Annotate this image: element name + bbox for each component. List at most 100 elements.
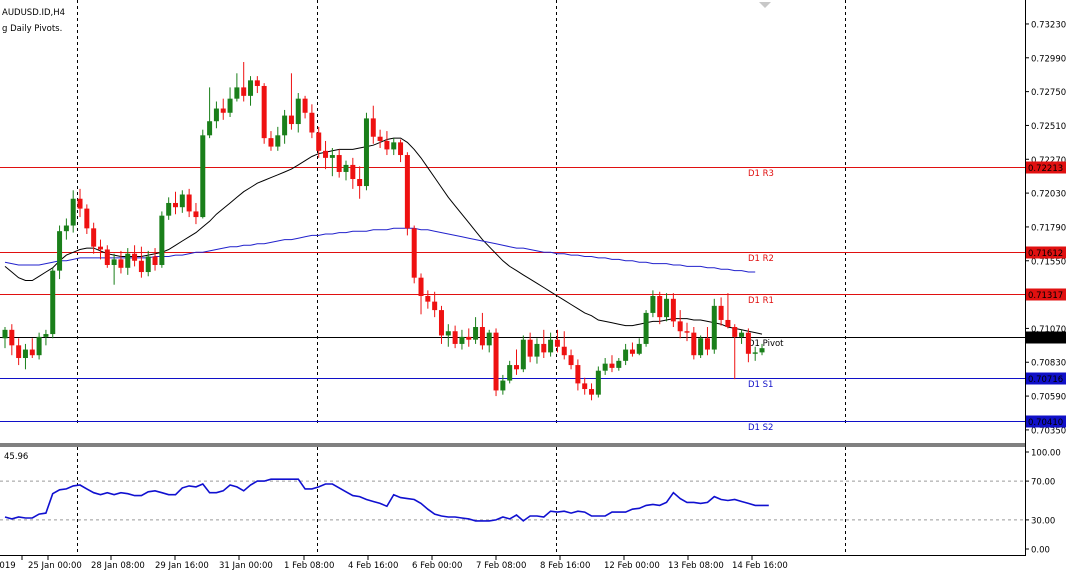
candle-0 [2, 327, 8, 349]
candle-body [193, 211, 199, 218]
candle-72 [493, 328, 499, 397]
candle-body [329, 155, 335, 158]
candle-55 [377, 129, 383, 148]
candle-body [350, 164, 356, 180]
candle-body [2, 329, 8, 339]
candle-body [677, 321, 683, 332]
pivot-label-d1-r2: D1 R2 [748, 254, 774, 264]
candle-50 [343, 160, 349, 181]
candlesticks [2, 62, 765, 401]
candle-body [711, 305, 717, 350]
pivot-label-d1-r1: D1 R1 [748, 296, 774, 306]
candle-body [36, 336, 42, 356]
time-tick-label: 28 Jan 08:00 [91, 561, 145, 571]
candle-body [43, 334, 49, 337]
price-tick-label: 0.72750 [1031, 88, 1066, 98]
candle-body [698, 338, 704, 356]
candle-14 [97, 239, 103, 260]
pivot-tag-text-d1-r3: 0.72213 [1028, 164, 1063, 174]
candle-3 [22, 343, 28, 370]
candle-body [288, 115, 294, 125]
candle-body [691, 332, 697, 356]
moving-average-line-1 [4, 227, 756, 273]
candle-body [664, 298, 670, 318]
candle-body [411, 228, 417, 278]
time-axis-labels: 2019 25 Jan 00:00 28 Jan 08:00 29 Jan 16:00… [0, 556, 788, 571]
candle-89 [609, 355, 615, 373]
candle-body [514, 365, 519, 370]
candle-94 [643, 310, 649, 347]
time-tick-label: 14 Feb 16:00 [732, 561, 788, 571]
candle-1 [9, 324, 15, 356]
candle-body [97, 246, 103, 250]
candle-body [363, 118, 369, 187]
candle-45 [309, 104, 315, 139]
candle-83 [568, 349, 574, 370]
candle-51 [350, 157, 356, 189]
candle-74 [507, 360, 513, 384]
candle-25 [173, 191, 178, 215]
candle-body [377, 136, 383, 141]
candle-body [452, 331, 458, 344]
candle-10 [70, 190, 76, 233]
candle-body [309, 112, 315, 133]
candle-body [609, 363, 615, 368]
pivot-label-d1-s1: D1 S1 [748, 380, 773, 390]
candle-71 [486, 329, 492, 353]
candle-body [493, 332, 499, 391]
oscillator-pane: 100.00 70.00 30.00 0.00 [0, 449, 1061, 556]
candle-body [104, 249, 110, 265]
candle-31 [213, 101, 219, 129]
candle-61 [418, 273, 424, 315]
candle-16 [111, 253, 117, 285]
time-tick-label: 2019 [0, 561, 16, 571]
pivot-tag-text-d1-r1: 0.71317 [1028, 291, 1063, 301]
candle-11 [77, 188, 83, 218]
candle-body [425, 296, 431, 302]
candle-22 [152, 248, 158, 271]
candle-body [500, 380, 506, 391]
oscillator-value-label: 45.96 [4, 452, 28, 462]
pivot-tag-d1-r1 [1026, 288, 1066, 301]
candle-body [343, 164, 349, 172]
candle-body [534, 343, 540, 357]
candle-79 [541, 329, 547, 359]
pivot-tag-text-d1-r2: 0.71612 [1028, 249, 1063, 259]
candle-20 [138, 246, 144, 278]
candle-39 [268, 131, 274, 151]
candle-body [275, 135, 281, 147]
candle-body [63, 225, 69, 232]
candle-87 [595, 366, 601, 398]
candle-86 [589, 383, 595, 401]
candle-body [745, 332, 751, 354]
price-tick-label: 0.72030 [1031, 190, 1066, 200]
candle-15 [104, 245, 110, 268]
candle-body [213, 108, 219, 122]
candle-8 [57, 225, 63, 280]
candle-28 [193, 202, 199, 225]
price-tick-label: 0.71070 [1031, 325, 1066, 335]
candle-body [261, 85, 267, 139]
oscillator-tick-label: 70.00 [1031, 478, 1055, 488]
candle-body [445, 331, 451, 336]
candle-body [486, 332, 492, 346]
candle-49 [336, 149, 342, 178]
symbol-label: AUDUSD.ID,H4 [2, 8, 65, 18]
candle-body [152, 256, 158, 265]
candle-27 [186, 188, 192, 218]
candle-body [111, 259, 117, 265]
candle-48 [329, 148, 335, 177]
candle-body [302, 98, 308, 113]
candle-63 [432, 291, 438, 318]
candle-109 [745, 328, 751, 363]
time-tick-label: 29 Jan 16:00 [155, 561, 209, 571]
price-tick-label: 0.70830 [1031, 359, 1066, 369]
candle-97 [664, 293, 670, 322]
candle-34 [234, 73, 240, 102]
candle-6 [43, 329, 49, 346]
candle-77 [527, 332, 533, 363]
chart-shift-marker[interactable] [759, 2, 771, 8]
candle-body [145, 256, 151, 273]
